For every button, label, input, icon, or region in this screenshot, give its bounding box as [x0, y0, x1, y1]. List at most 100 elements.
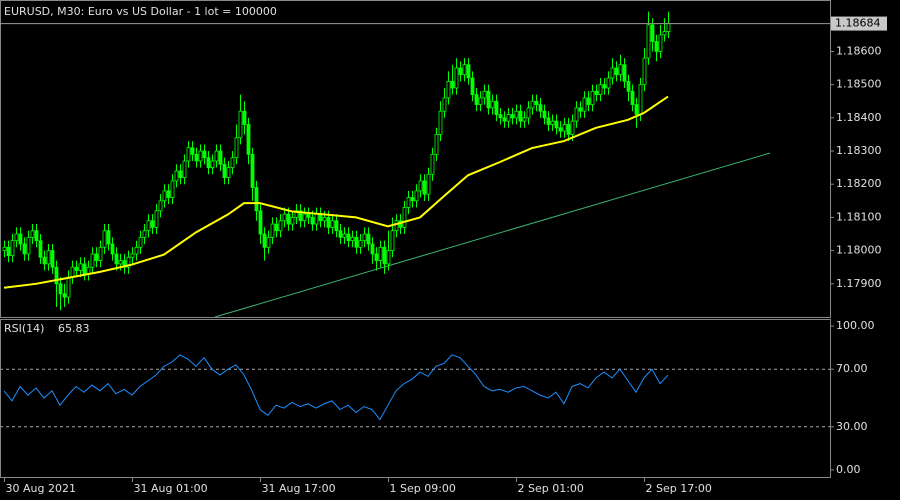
candle-body	[510, 114, 515, 119]
candle-body	[622, 64, 627, 82]
rsi-panel-border	[0, 319, 831, 478]
candle-body	[106, 230, 111, 245]
candle-body	[366, 233, 371, 245]
price-box-label: 1.18684	[835, 17, 881, 30]
candle-body	[178, 170, 183, 178]
candle-body	[506, 114, 511, 122]
x-tick-label: 1 Sep 09:00	[390, 482, 456, 495]
candle-body	[2, 246, 7, 252]
candle-body	[266, 236, 271, 248]
indicator-name: RSI(14)	[4, 322, 44, 335]
candle-body	[54, 266, 59, 285]
candle-body	[658, 34, 663, 52]
candle-body	[146, 220, 151, 232]
candle-body	[214, 150, 219, 162]
candle-body	[66, 276, 71, 298]
candle-body	[546, 117, 551, 125]
candle-body	[310, 217, 315, 225]
candle-body	[130, 253, 135, 258]
candle-body	[502, 117, 507, 122]
y-tick-label: 1.18200	[836, 177, 882, 190]
candle-body	[374, 253, 379, 261]
candle-body	[602, 84, 607, 89]
candle-body	[594, 90, 599, 96]
y-tick-label: 0.00	[836, 463, 861, 476]
candle-body	[238, 110, 243, 139]
candle-body	[42, 256, 47, 265]
candle-body	[258, 210, 263, 235]
candle-body	[642, 57, 647, 86]
candle-body	[574, 107, 579, 122]
candle-body	[466, 64, 471, 79]
y-tick-label: 70.00	[836, 362, 868, 375]
candle-body	[222, 163, 227, 178]
candle-body	[362, 233, 367, 242]
candle-body	[190, 147, 195, 155]
candle-body	[250, 153, 255, 188]
candle-body	[94, 253, 99, 261]
candle-body	[614, 67, 619, 76]
candle-body	[350, 236, 355, 242]
main-plot	[2, 11, 771, 317]
candle-body	[586, 97, 591, 105]
candle-body	[646, 24, 651, 59]
main-panel-border	[0, 0, 831, 318]
candle-body	[342, 233, 347, 238]
candle-body	[158, 200, 163, 212]
y-tick-label: 1.18000	[836, 244, 882, 257]
candle-body	[638, 84, 643, 115]
candle-body	[370, 243, 375, 255]
candle-body	[390, 230, 395, 252]
candle-body	[406, 197, 411, 208]
candle-body	[354, 236, 359, 248]
candle-body	[578, 107, 583, 112]
candle-body	[198, 150, 203, 162]
candle-body	[526, 107, 531, 119]
y-tick-label: 100.00	[836, 319, 875, 332]
candle-body	[582, 97, 587, 112]
candle-body	[302, 213, 307, 222]
candle-body	[402, 207, 407, 228]
candle-body	[14, 233, 19, 242]
candle-body	[78, 263, 83, 271]
candle-body	[378, 246, 383, 261]
candle-body	[90, 253, 95, 268]
candle-body	[278, 220, 283, 232]
candle-body	[486, 90, 491, 109]
candle-body	[498, 114, 503, 119]
candle-body	[538, 104, 543, 112]
rsi-line	[3, 354, 669, 421]
candle-body	[18, 233, 23, 245]
candle-body	[470, 77, 475, 96]
candle-body	[62, 293, 67, 298]
candle-body	[386, 250, 391, 265]
candle-body	[186, 147, 191, 162]
candle-body	[134, 246, 139, 255]
candle-body	[334, 220, 339, 232]
candle-body	[618, 64, 623, 76]
candle-body	[382, 246, 387, 265]
candle-body	[566, 124, 571, 135]
candle-body	[246, 124, 251, 155]
candle-body	[522, 117, 527, 122]
candle-body	[242, 110, 247, 125]
x-tick-label: 2 Sep 01:00	[518, 482, 584, 495]
candle-body	[554, 120, 559, 129]
candle-body	[550, 120, 555, 125]
candle-body	[442, 97, 447, 112]
y-tick-label: 1.17900	[836, 277, 882, 290]
candle-body	[358, 240, 363, 248]
candle-body	[634, 104, 639, 115]
candle-body	[206, 157, 211, 169]
candle-body	[294, 210, 299, 218]
candle-body	[558, 127, 563, 132]
candle-body	[418, 180, 423, 192]
x-tick-label: 31 Aug 01:00	[134, 482, 208, 495]
candle-body	[142, 230, 147, 238]
candle-body	[118, 260, 123, 265]
y-tick-label: 1.18500	[836, 78, 882, 91]
x-tick-label: 30 Aug 2021	[6, 482, 76, 495]
rsi-plot	[1, 354, 830, 428]
candle-body	[46, 250, 51, 265]
